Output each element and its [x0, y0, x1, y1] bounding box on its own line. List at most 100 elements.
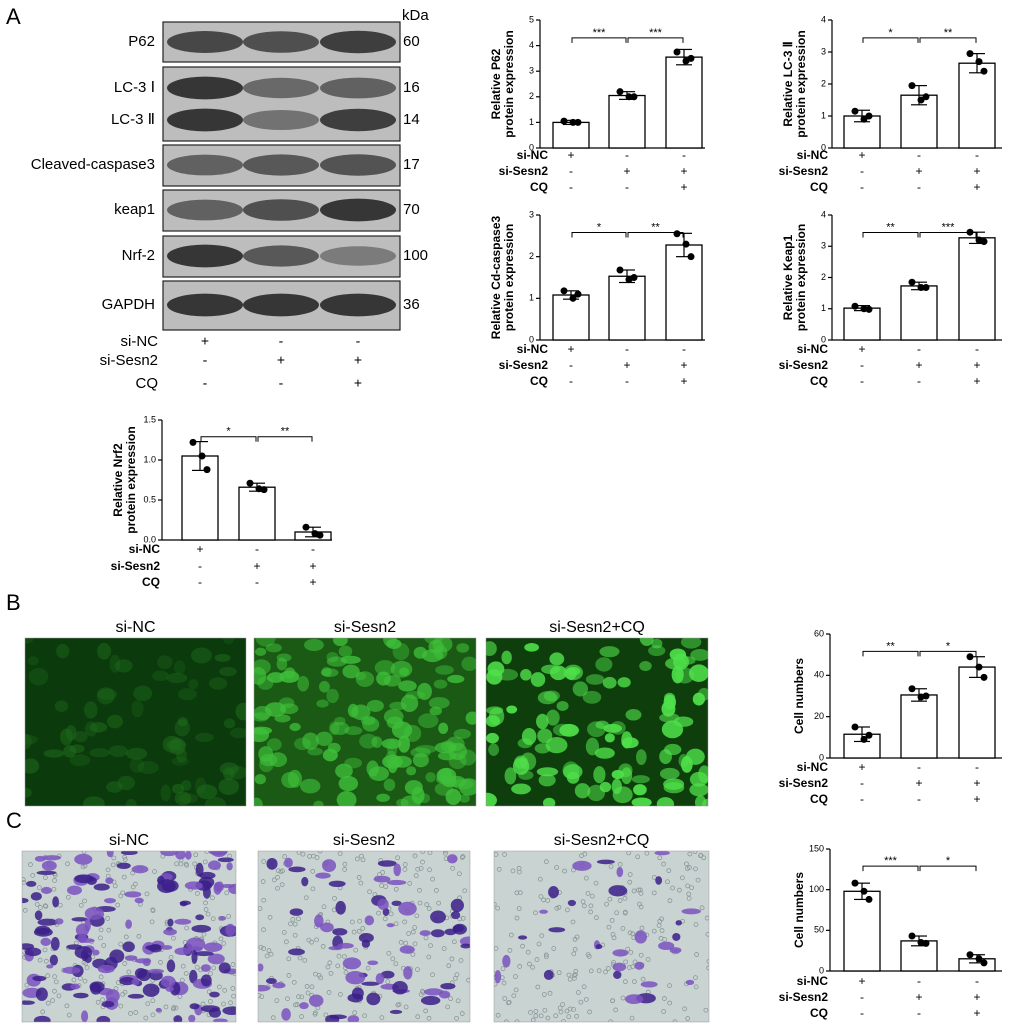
y-tick-label: 100 — [809, 884, 824, 894]
pore — [583, 875, 589, 881]
bar — [958, 62, 996, 149]
cell — [184, 881, 203, 890]
cell — [685, 979, 695, 986]
pore — [122, 854, 127, 860]
cell — [399, 667, 410, 676]
data-point — [625, 93, 633, 101]
condition-sign: + — [858, 974, 865, 988]
cell — [67, 885, 82, 896]
cell — [329, 1014, 347, 1020]
cell — [681, 756, 693, 773]
pore — [393, 921, 399, 927]
cell — [524, 643, 539, 652]
pore — [28, 862, 33, 867]
pore — [184, 925, 190, 931]
pore — [510, 868, 516, 874]
cell — [52, 896, 60, 908]
condition-sign: - — [625, 342, 629, 356]
pore — [274, 998, 280, 1004]
pore — [589, 893, 595, 899]
pore — [454, 1015, 459, 1021]
pore — [342, 867, 348, 872]
cell — [634, 930, 647, 944]
pore — [230, 962, 236, 967]
y-tick-label: 0 — [821, 142, 826, 152]
bar — [665, 244, 703, 341]
pore — [286, 956, 292, 962]
y-tick-label: 2 — [529, 251, 534, 261]
pore — [228, 1000, 233, 1006]
data-point — [673, 48, 681, 56]
cell — [73, 992, 89, 999]
cell — [486, 706, 504, 715]
cell — [655, 876, 663, 885]
pore — [320, 944, 326, 949]
pore — [275, 885, 280, 891]
cell — [125, 798, 137, 806]
cell — [545, 736, 568, 754]
pore — [393, 961, 399, 967]
pore — [698, 853, 703, 859]
pore — [585, 891, 591, 896]
pore — [657, 855, 663, 861]
micrograph — [486, 638, 708, 806]
condition-label: CQ — [810, 1006, 828, 1020]
y-tick-label: 2 — [529, 91, 534, 101]
cell — [371, 736, 383, 748]
cell — [447, 674, 465, 684]
pore — [661, 1009, 667, 1014]
cell — [656, 797, 675, 806]
cell — [218, 962, 231, 974]
bar — [958, 666, 996, 759]
pore — [611, 935, 617, 941]
pore — [685, 883, 691, 889]
pore — [382, 916, 388, 922]
condition-sign: - — [860, 776, 864, 790]
cell — [375, 973, 385, 985]
cell — [74, 946, 93, 959]
cell — [362, 717, 380, 732]
condition-label: si-Sesn2 — [779, 358, 829, 372]
cell — [124, 891, 142, 898]
cell — [207, 860, 221, 871]
pore — [427, 867, 432, 873]
cell — [137, 761, 159, 775]
pore — [275, 874, 280, 880]
pore — [34, 902, 40, 907]
cell — [173, 1015, 183, 1022]
pore — [562, 868, 568, 874]
pore — [694, 952, 699, 957]
cell — [89, 722, 108, 733]
pore — [554, 865, 560, 870]
y-tick-label: 4 — [821, 14, 826, 24]
cell — [165, 985, 174, 992]
y-tick-label: 1 — [821, 303, 826, 313]
condition-label: si-Sesn2 — [779, 990, 829, 1004]
cell — [133, 685, 153, 702]
condition-sign: - — [975, 342, 979, 356]
bar — [552, 121, 590, 149]
cell — [81, 1010, 89, 1022]
pore — [133, 1010, 139, 1015]
pore — [513, 974, 518, 979]
y-tick-label: 20 — [814, 711, 824, 721]
data-point — [574, 290, 582, 298]
pore — [656, 923, 662, 928]
pore — [613, 1007, 619, 1013]
pore — [556, 904, 562, 910]
cell — [24, 947, 42, 957]
pore — [579, 853, 584, 859]
condition-sign: + — [973, 374, 980, 388]
condition-label: CQ — [136, 375, 159, 392]
pore — [323, 1012, 329, 1018]
condition-sign: - — [917, 792, 921, 806]
pore — [645, 957, 651, 962]
pore — [98, 927, 104, 933]
pore — [207, 999, 213, 1004]
pore — [578, 999, 584, 1005]
pore — [693, 922, 699, 927]
cell — [612, 962, 627, 972]
cell — [330, 721, 350, 736]
significance-bracket — [627, 232, 684, 238]
pore — [684, 861, 689, 867]
